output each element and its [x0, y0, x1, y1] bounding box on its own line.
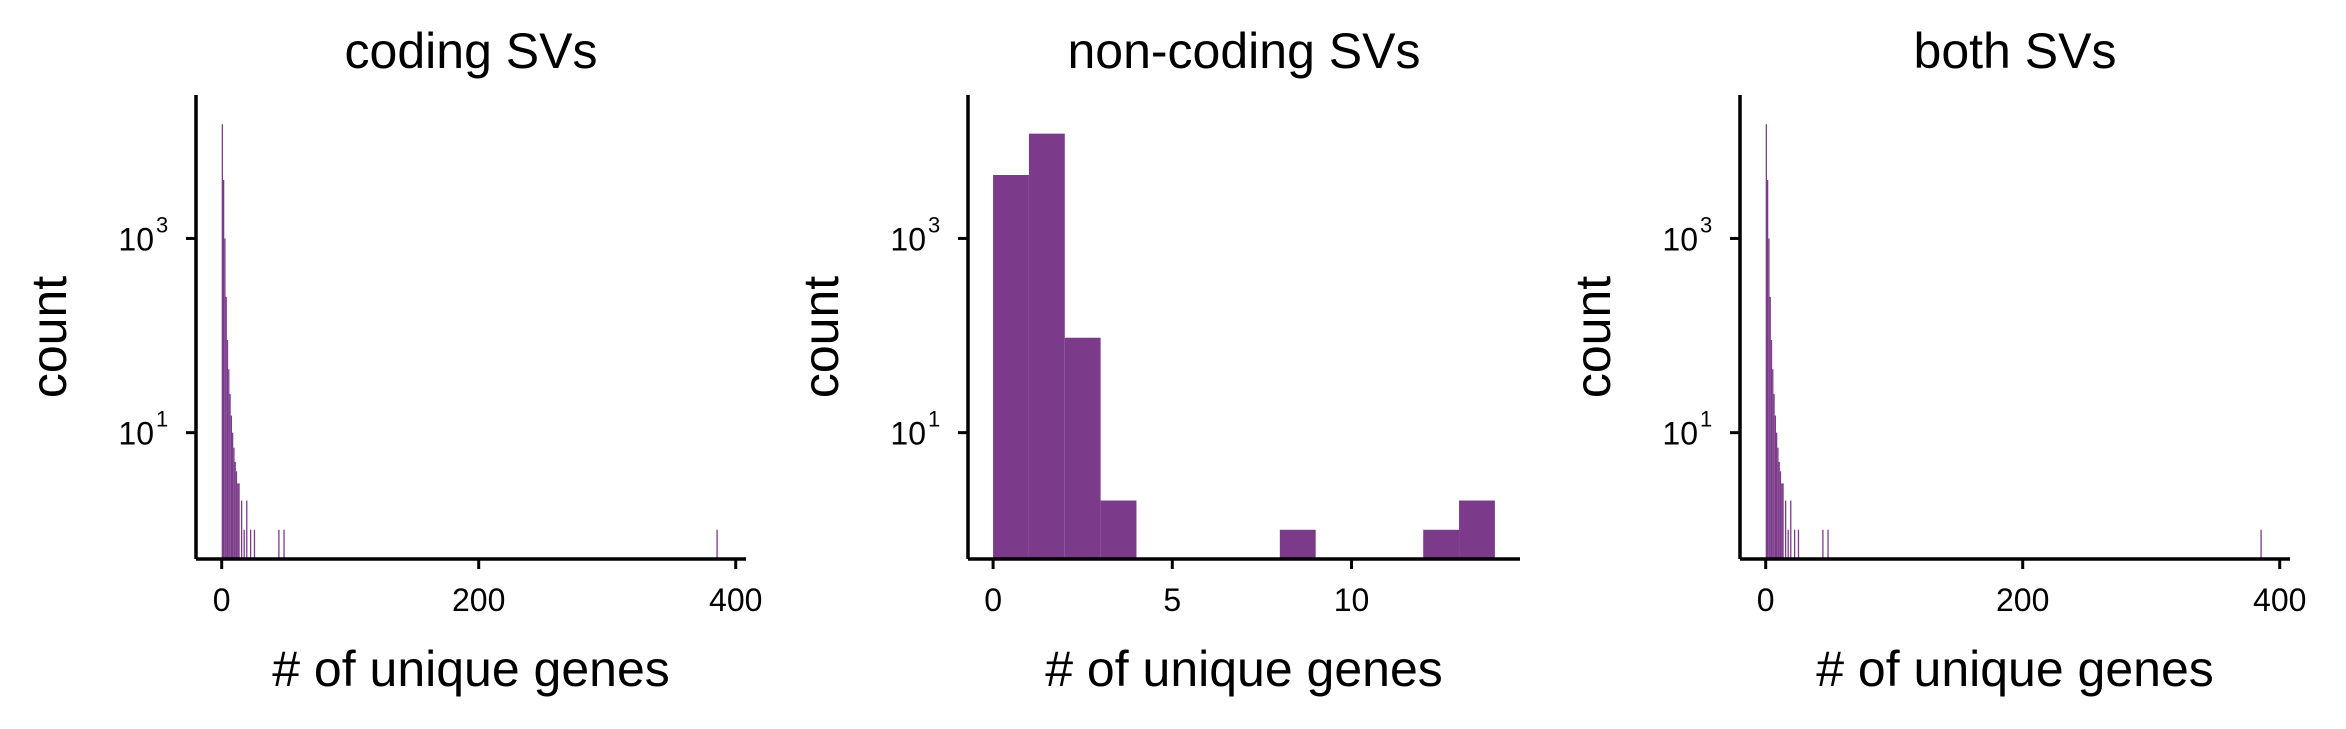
y-tick-label: 10 [1662, 416, 1698, 452]
histogram-bar [1790, 500, 1792, 559]
histogram-bar [1100, 500, 1137, 559]
histogram-bar [230, 415, 232, 559]
y-tick-exponent: 3 [928, 212, 940, 237]
histogram-bar [235, 471, 238, 559]
y-tick-exponent: 3 [156, 212, 168, 237]
y-axis-label: count [1565, 276, 1621, 398]
x-tick-label: 0 [213, 582, 231, 618]
x-tick-label: 200 [1996, 582, 2049, 618]
histogram-bar [1279, 529, 1316, 559]
x-tick-label: 400 [2253, 582, 2306, 618]
histogram-bar [1774, 415, 1776, 559]
histogram-bar [1778, 461, 1780, 559]
histogram-bar [234, 461, 236, 559]
histogram-bar [246, 500, 248, 559]
histogram-bar [253, 529, 256, 559]
x-tick-label: 200 [452, 582, 505, 618]
histogram-bar [1775, 432, 1778, 559]
histogram-bar [278, 529, 280, 559]
x-tick-label: 5 [1163, 582, 1181, 618]
y-tick-label: 10 [890, 416, 926, 452]
histogram-bar [249, 529, 252, 559]
histogram-bar [1766, 179, 1769, 560]
histogram-bar [231, 432, 234, 559]
histogram-bar [221, 124, 223, 559]
y-tick-label: 10 [118, 416, 154, 452]
histogram-bar [1784, 500, 1787, 559]
histogram-bar [1797, 529, 1800, 559]
histogram-bar [1768, 238, 1770, 559]
histogram-bar [228, 369, 230, 559]
histogram-bar [1064, 337, 1101, 559]
histogram-bar [283, 529, 285, 559]
x-tick-label: 10 [1334, 582, 1370, 618]
y-axis-label: count [793, 276, 849, 398]
histogram-bar [226, 339, 229, 559]
y-tick-label: 10 [890, 221, 926, 257]
subplot-title: coding SVs [345, 23, 598, 79]
y-tick-exponent: 3 [1700, 212, 1712, 237]
subplot-title: non-coding SVs [1067, 23, 1420, 79]
x-tick-label: 0 [1757, 582, 1775, 618]
y-tick-exponent: 1 [928, 407, 940, 432]
x-axis-label: # of unique genes [1045, 641, 1443, 697]
x-axis-label: # of unique genes [1816, 641, 2214, 697]
y-tick-exponent: 1 [156, 407, 168, 432]
histogram-bar [1779, 471, 1782, 559]
histogram-bar [222, 179, 225, 560]
histogram-bar [240, 500, 243, 559]
histogram-bar [2260, 529, 2262, 559]
histogram-bar [993, 175, 1029, 559]
histogram-bar [1765, 124, 1767, 559]
y-axis-label: count [21, 276, 77, 398]
histogram-bar [238, 483, 240, 559]
histogram-bar [716, 529, 718, 559]
histogram-bar [224, 238, 226, 559]
y-tick-exponent: 1 [1700, 407, 1712, 432]
histogram-bar [225, 296, 227, 559]
histogram-bar [1793, 529, 1796, 559]
histogram-bar [229, 394, 231, 559]
histogram-bar [1459, 500, 1495, 559]
histogram-bar [1782, 483, 1784, 559]
histogram-bar [1423, 529, 1460, 559]
histogram-bar [1770, 339, 1773, 559]
histogram-bar [1822, 529, 1824, 559]
x-tick-label: 400 [709, 582, 762, 618]
histogram-bar [1773, 394, 1775, 559]
y-tick-label: 10 [1662, 221, 1698, 257]
y-tick-label: 10 [118, 221, 154, 257]
x-axis-label: # of unique genes [272, 641, 670, 697]
histogram-bar [1781, 483, 1783, 559]
x-tick-label: 0 [984, 582, 1002, 618]
histogram-bar [243, 529, 245, 559]
histogram-bar [1827, 529, 1829, 559]
histogram-bar [1028, 133, 1065, 559]
histogram-bar [233, 447, 235, 559]
subplot-title: both SVs [1914, 23, 2117, 79]
histogram-bar [1787, 529, 1789, 559]
histogram-bar [237, 483, 239, 559]
histogram-bar [1772, 369, 1774, 559]
histogram-bar [1769, 296, 1771, 559]
histogram-bar [1777, 447, 1779, 559]
